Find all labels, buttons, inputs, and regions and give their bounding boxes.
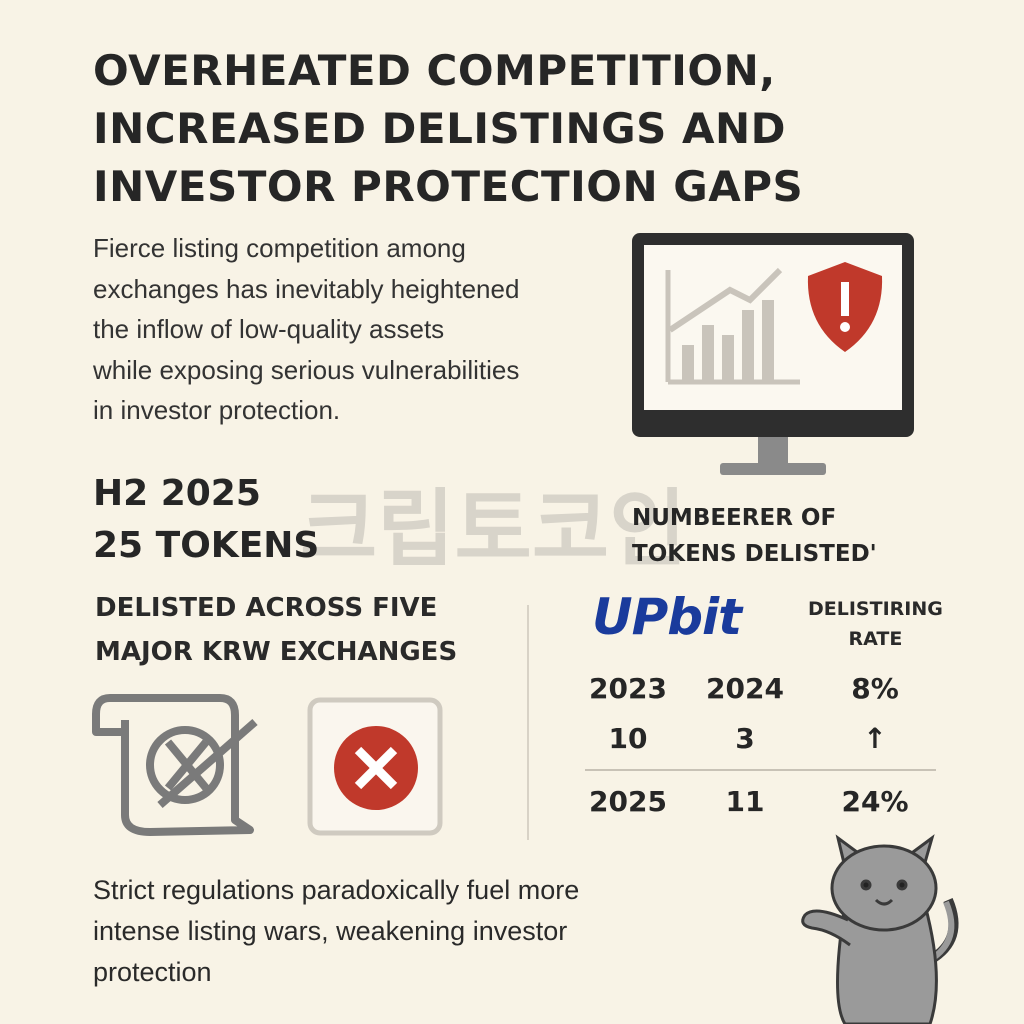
stat-period: H2 2025	[93, 473, 261, 514]
intro-line: while exposing serious vulnerabilities	[93, 354, 520, 385]
table-cell: 11	[725, 785, 765, 818]
watermark: 크립토코인	[300, 480, 687, 578]
rate-heading-line: DELISTIRING	[808, 598, 943, 620]
title: OVERHEATED COMPETITION, INCREASED DELIST…	[93, 42, 803, 216]
title-line: INVESTOR PROTECTION GAPS	[93, 162, 804, 211]
intro-line: Fierce listing competition among	[93, 233, 466, 263]
intro-line: exchanges has inevitably heightened	[93, 273, 520, 304]
panel-heading: NUMBEERER OF TOKENS DELISTED'	[632, 500, 877, 572]
rate-heading-line: RATE	[848, 628, 903, 650]
table-cell: 10	[608, 722, 648, 755]
footer-line: protection	[93, 957, 212, 987]
monitor-icon	[632, 233, 914, 475]
title-line: OVERHEATED COMPETITION,	[93, 46, 776, 95]
stat-headline: H2 2025 25 TOKENS	[93, 468, 319, 572]
title-line: INCREASED DELISTINGS AND	[93, 104, 787, 153]
table-cell: 2023	[589, 672, 667, 705]
x-icon	[307, 697, 443, 836]
brand-logo: UPbit	[592, 588, 742, 646]
heading-line: TOKENS DELISTED'	[632, 541, 877, 567]
caption-line: MAJOR KRW EXCHANGES	[95, 637, 458, 667]
footer-line: intense listing wars, weakening investor	[93, 916, 568, 946]
cat-illustration	[801, 834, 959, 1024]
intro-line: in investor protection.	[93, 395, 341, 425]
table-cell: 2025	[589, 785, 667, 818]
stat-caption: DELISTED ACROSS FIVE MAJOR KRW EXCHANGES	[95, 586, 457, 674]
table-cell: ↑	[863, 722, 887, 755]
footer-line: Strict regulations paradoxically fuel mo…	[93, 875, 580, 905]
rate-heading: DELISTIRING RATE	[808, 594, 943, 654]
intro: Fierce listing competition among exchang…	[93, 228, 519, 431]
table-cell: 24%	[841, 785, 909, 818]
table-cell: 3	[735, 722, 755, 755]
document-icon	[92, 694, 258, 836]
heading-line: NUMBEERER OF	[632, 505, 837, 531]
footer: Strict regulations paradoxically fuel mo…	[93, 870, 579, 993]
caption-line: DELISTED ACROSS FIVE	[95, 593, 438, 623]
table-cell: 2024	[706, 672, 784, 705]
intro-line: the inflow of low-quality assets	[93, 314, 445, 344]
stat-count: 25 TOKENS	[93, 525, 320, 566]
table-cell: 8%	[851, 672, 899, 705]
